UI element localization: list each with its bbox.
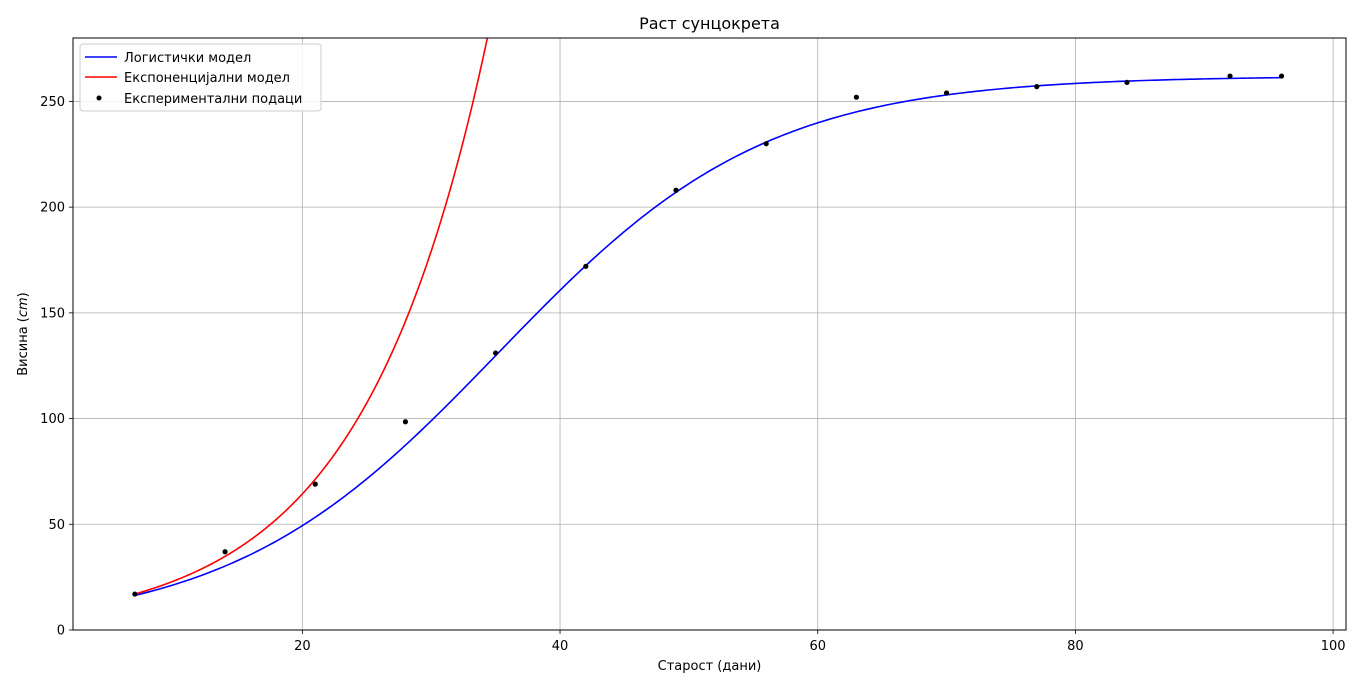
x-tick-label: 80 [1067, 639, 1084, 654]
axis-ticks: 20 40 60 80 100 0 50 100 150 200 250 [40, 95, 1345, 654]
logistic-model-line [134, 76, 1282, 597]
legend-data-label: Експериментални подаци [124, 92, 302, 107]
y-tick-label: 100 [40, 412, 65, 427]
data-point [583, 263, 589, 269]
data-point [673, 187, 679, 193]
y-axis-label-text: Висина ( [16, 317, 31, 376]
x-axis-label: Старост (дани) [658, 659, 762, 674]
x-tick-label: 20 [294, 639, 311, 654]
x-tick-label: 40 [552, 639, 569, 654]
data-point [943, 90, 950, 96]
legend-box [79, 43, 322, 112]
y-tick-label: 250 [40, 95, 65, 110]
y-axis-label-unit: cm [16, 297, 31, 317]
data-point [853, 94, 859, 100]
data-point [1227, 73, 1233, 79]
y-tick-label: 50 [48, 518, 65, 533]
data-point [493, 350, 499, 356]
legend: Логистички модел Експоненцијални модел Е… [79, 43, 322, 112]
data-point [402, 419, 409, 425]
y-tick-label: 0 [57, 624, 65, 639]
y-axis-label-close: ) [16, 292, 31, 297]
data-point [312, 481, 318, 487]
y-tick-label: 200 [40, 201, 65, 216]
chart-title: Раст сунцокрета [639, 14, 780, 33]
exponential-model-line [134, 38, 489, 595]
data-point [132, 591, 138, 597]
series-layer [132, 38, 1285, 597]
data-point [1278, 73, 1285, 79]
y-tick-label: 150 [40, 306, 65, 321]
data-point [1124, 79, 1130, 85]
x-tick-label: 60 [809, 639, 826, 654]
legend-data-swatch [96, 95, 102, 101]
x-tick-label: 100 [1321, 639, 1346, 654]
data-point [222, 549, 228, 555]
plot-frame [72, 37, 1347, 631]
y-axis-label: Висина (cm) [16, 292, 31, 376]
legend-logistic-label: Логистички модел [124, 51, 251, 66]
legend-exponential-label: Експоненцијални модел [124, 71, 290, 86]
grid [73, 38, 1346, 631]
data-point [1034, 84, 1040, 90]
data-point [763, 141, 769, 147]
